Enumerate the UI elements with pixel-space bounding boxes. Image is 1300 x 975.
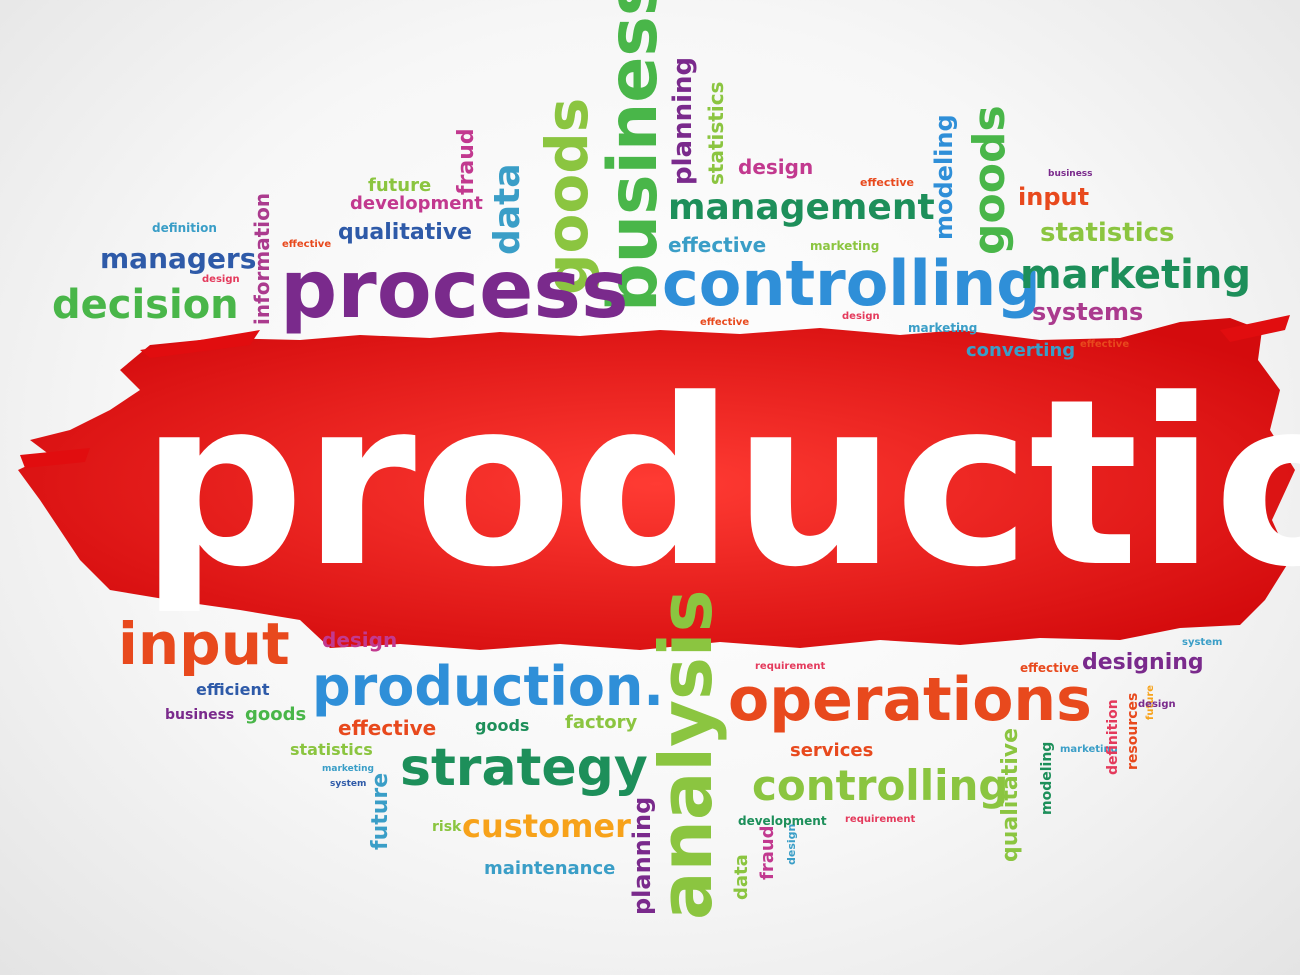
cloud-word: goods — [475, 716, 530, 735]
cloud-word: customer — [462, 807, 631, 845]
cloud-word: fraud — [454, 128, 479, 195]
cloud-word: design — [738, 155, 814, 179]
cloud-word: design — [785, 823, 798, 865]
cloud-word: management — [668, 187, 935, 228]
cloud-word: input — [1018, 183, 1090, 211]
cloud-word: controlling — [662, 247, 1041, 320]
cloud-word: modeling — [1039, 741, 1055, 815]
cloud-word: qualitative — [998, 727, 1023, 862]
cloud-word: qualitative — [338, 220, 473, 245]
cloud-word: design — [202, 274, 240, 285]
cloud-word: system — [330, 779, 367, 789]
cloud-word: statistics — [1040, 218, 1175, 248]
cloud-word: effective — [282, 239, 332, 250]
cloud-word: goods — [245, 704, 307, 725]
cloud-word: development — [738, 814, 827, 828]
cloud-word: marketing — [810, 239, 880, 253]
cloud-word: effective — [1080, 339, 1130, 350]
cloud-word: statistics — [290, 740, 373, 759]
cloud-word: requirement — [755, 661, 826, 672]
cloud-word: input — [118, 610, 290, 678]
cloud-word: planning — [628, 796, 656, 915]
cloud-word: fraud — [757, 825, 778, 880]
cloud-word: data — [731, 854, 752, 900]
cloud-word: future — [368, 175, 432, 196]
cloud-word: production. — [312, 655, 664, 718]
cloud-word: factory — [565, 712, 638, 733]
cloud-word: goods — [964, 105, 1015, 255]
cloud-word: definition — [152, 221, 217, 235]
cloud-word: converting — [966, 340, 1076, 361]
cloud-word: marketing — [1060, 744, 1118, 755]
cloud-word: business — [165, 707, 235, 723]
cloud-word: managers — [100, 242, 257, 275]
cloud-word: analysis — [644, 589, 728, 920]
cloud-word: statistics — [704, 81, 728, 185]
cloud-word: data — [487, 163, 528, 255]
cloud-word: designing — [1082, 650, 1204, 675]
cloud-word: operations — [728, 665, 1092, 735]
cloud-word: marketing — [322, 764, 374, 774]
cloud-word: marketing — [908, 321, 978, 335]
cloud-word: efficient — [196, 680, 270, 699]
cloud-word: future — [368, 772, 393, 850]
cloud-word: business — [1048, 169, 1093, 179]
cloud-word: maintenance — [484, 858, 616, 879]
cloud-word: controlling — [752, 761, 1009, 810]
cloud-word: system — [1182, 637, 1223, 648]
cloud-word: services — [790, 740, 874, 761]
cloud-word: process — [280, 243, 629, 336]
cloud-word: modeling — [930, 114, 958, 240]
cloud-word: development — [350, 193, 483, 214]
cloud-word: design — [842, 311, 880, 322]
headline-production: production — [140, 351, 1300, 618]
cloud-word: effective — [700, 317, 750, 328]
cloud-word: design — [322, 628, 398, 652]
cloud-word: risk — [432, 819, 462, 835]
cloud-word: effective — [338, 716, 437, 740]
cloud-word: decision — [52, 282, 239, 328]
cloud-word: marketing — [1020, 252, 1251, 298]
cloud-word: requirement — [845, 814, 916, 825]
cloud-word: effective — [1020, 661, 1079, 675]
cloud-word: planning — [668, 56, 698, 185]
cloud-word: systems — [1032, 298, 1144, 326]
cloud-word: definition — [1105, 699, 1121, 775]
cloud-word: strategy — [400, 738, 648, 798]
cloud-word: effective — [860, 176, 915, 189]
cloud-word: design — [1138, 699, 1176, 710]
cloud-word: effective — [668, 233, 767, 257]
